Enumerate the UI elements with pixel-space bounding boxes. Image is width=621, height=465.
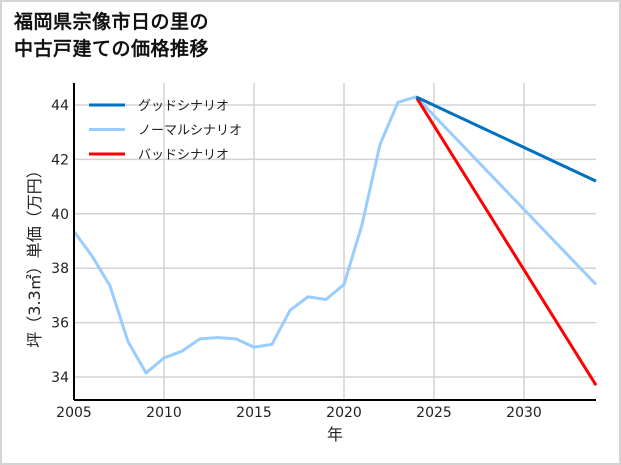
y-axis-label: 坪（3.3㎡）単価（万円） (25, 162, 44, 347)
gridlines (74, 83, 596, 400)
y-tick-label: 36 (51, 316, 69, 332)
normal-scenario-line (414, 95, 598, 286)
chart-title: 福岡県宗像市日の里の 中古戸建ての価格推移 (14, 9, 209, 63)
x-tick-label: 2015 (236, 405, 272, 421)
x-tick-label: 2005 (56, 405, 92, 421)
bad-scenario-line (414, 96, 598, 386)
good-scenario-line (415, 95, 597, 183)
x-tick-label: 2030 (506, 405, 542, 421)
axes (73, 83, 596, 401)
historical-price-line (72, 95, 417, 375)
y-tick-label: 42 (51, 152, 69, 168)
x-tick-label: 2020 (326, 405, 362, 421)
x-tick-label: 2025 (416, 405, 452, 421)
y-tick-label: 40 (51, 207, 69, 223)
legend-label: バッドシナリオ (138, 148, 229, 163)
x-axis-ticks: 2005 2010 2015 2020 2025 2030 (56, 405, 542, 421)
x-axis-label: 年 (327, 425, 343, 444)
y-tick-label: 44 (51, 98, 69, 114)
legend-item: ノーマルシナリオ (89, 124, 242, 139)
y-tick-label: 34 (51, 370, 69, 386)
chart-title-line-1: 福岡県宗像市日の里の (14, 11, 210, 33)
legend-item: グッドシナリオ (89, 99, 229, 114)
legend-label: グッドシナリオ (138, 99, 229, 114)
chart-title-line-2: 中古戸建ての価格推移 (14, 38, 210, 60)
y-axis-ticks: 44 42 40 38 36 34 (51, 98, 69, 386)
legend-item: バッドシナリオ (89, 148, 229, 163)
data-lines (72, 95, 598, 386)
y-tick-label: 38 (51, 261, 69, 277)
x-tick-label: 2010 (146, 405, 182, 421)
legend-label: ノーマルシナリオ (138, 124, 242, 139)
